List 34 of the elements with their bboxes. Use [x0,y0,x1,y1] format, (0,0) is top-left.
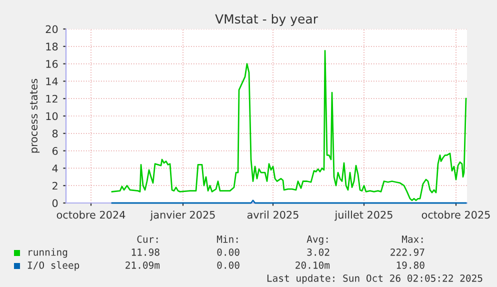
text: 0.00 [217,248,240,256]
line-series [111,50,467,202]
text: Max: [402,236,423,243]
text: 11.98 [132,248,160,256]
x-tick-label: janvier 2025 [150,210,215,221]
text: 0.00 [217,261,240,269]
text: Last update: Sun Oct 26 02:05:22 2025 [267,274,482,284]
y-tick-label: 18 [46,42,58,51]
text: Avg: [306,236,328,245]
y-tick-label: 2 [52,182,58,190]
y-tick-label: 6 [52,147,58,155]
text: 21.09m [126,261,160,269]
text: Min: [216,235,238,243]
legend-label: I/O sleep [28,261,80,271]
y-axis-title: process states [30,78,40,153]
x-tick-label: juillet 2025 [334,210,392,221]
y-tick-label: 8 [52,130,58,138]
y-tick-label: 16 [46,60,58,68]
x-tick-label: octobre 2024 [56,210,126,219]
text: Cur: [137,235,158,243]
y-tick-label: 12 [46,94,58,103]
y-tick-label: 14 [46,78,58,86]
text: 20.10m [296,261,330,269]
y-tick-label: 10 [46,112,58,120]
chart-title: VMstat - by year [215,14,318,26]
y-tick-label: 20 [46,25,58,34]
y-tick-label: 0 [52,199,58,208]
x-tick-label: octobre 2025 [422,210,490,219]
x-tick-label: avril 2025 [247,210,298,219]
y-tick-label: 4 [52,164,58,172]
legend-label: running [28,248,68,258]
text: 3.02 [307,248,330,256]
text: 19.80 [396,261,424,269]
text: 222.97 [390,248,424,256]
